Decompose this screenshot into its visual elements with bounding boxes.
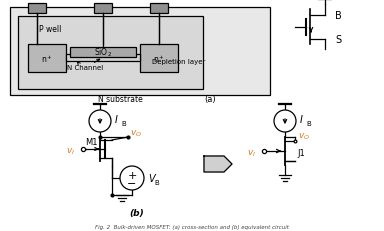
Text: B: B — [306, 121, 311, 126]
Text: SiO$_2$: SiO$_2$ — [94, 47, 112, 59]
Text: (b): (b) — [130, 209, 144, 218]
Text: B: B — [154, 179, 159, 185]
Text: −: − — [127, 178, 137, 188]
Bar — [94, 4, 112, 14]
Bar — [10, 8, 270, 96]
Bar — [150, 4, 168, 14]
Bar — [28, 4, 46, 14]
Text: B: B — [121, 121, 126, 126]
Text: $v_O$: $v_O$ — [130, 128, 142, 139]
Circle shape — [274, 110, 296, 132]
Text: $v_O$: $v_O$ — [298, 131, 310, 142]
Text: V: V — [148, 173, 155, 183]
Circle shape — [120, 166, 144, 190]
Text: J1: J1 — [297, 149, 305, 158]
Text: I: I — [300, 115, 303, 125]
Text: n$^+$: n$^+$ — [153, 53, 165, 65]
Bar — [18, 17, 203, 90]
Text: N substrate: N substrate — [98, 95, 142, 104]
Text: S: S — [335, 35, 341, 45]
Text: $v_I$: $v_I$ — [66, 146, 76, 157]
Text: B: B — [335, 11, 342, 21]
Text: M1: M1 — [86, 138, 98, 147]
Bar — [140, 45, 178, 73]
Text: (a): (a) — [204, 95, 216, 104]
Bar — [28, 45, 66, 73]
Text: I: I — [115, 115, 118, 125]
Text: n$^+$: n$^+$ — [41, 53, 53, 65]
Bar — [66, 55, 140, 62]
Text: Fig. 2  Bulk-driven MOSFET: (a) cross-section and (b) equivalent circuit: Fig. 2 Bulk-driven MOSFET: (a) cross-sec… — [95, 225, 289, 230]
Text: $v_I$: $v_I$ — [247, 148, 257, 158]
Circle shape — [89, 110, 111, 132]
Text: +: + — [127, 170, 137, 180]
Text: Depletion layer: Depletion layer — [152, 59, 205, 65]
Text: P well: P well — [39, 25, 61, 34]
Text: N Channel: N Channel — [67, 65, 103, 71]
Bar — [70, 48, 136, 58]
Polygon shape — [204, 156, 232, 172]
